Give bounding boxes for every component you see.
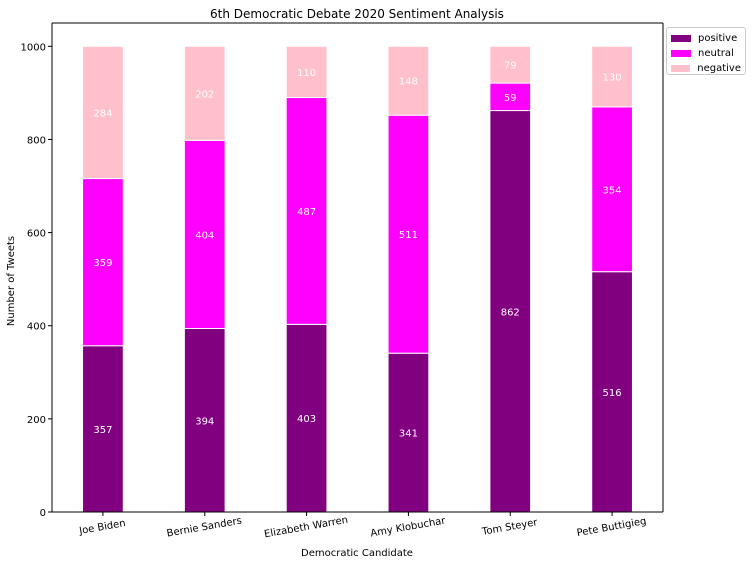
- data-label-negative-2: 110: [297, 68, 316, 79]
- bar-positive-1: [183, 328, 226, 513]
- legend-item-negative: negative: [671, 61, 741, 76]
- legend-swatch-neutral: [671, 50, 691, 57]
- data-label-negative-4: 79: [504, 61, 517, 72]
- x-tick-label-0: Joe Biden: [77, 518, 126, 537]
- plot-area: 357 359 284 394 404 202 403 487 110 341 511 148 862 5…: [21, 22, 664, 541]
- x-axis-label: Democratic Candidate: [301, 548, 413, 559]
- data-label-neutral-0: 359: [93, 258, 112, 269]
- chart-title: 6th Democratic Debate 2020 Sentiment Ana…: [210, 7, 504, 21]
- bar-negative-5: [591, 45, 633, 108]
- data-label-neutral-2: 487: [297, 207, 316, 218]
- legend: positive neutral negative: [666, 27, 746, 75]
- y-axis-label: Number of Tweets: [6, 236, 17, 326]
- bar-negative-2: [285, 45, 328, 99]
- bar-positive-0: [82, 345, 124, 513]
- legend-label-neutral: neutral: [698, 48, 734, 59]
- data-label-negative-3: 148: [399, 77, 418, 88]
- bar-neutral-2: [285, 97, 328, 325]
- data-label-negative-0: 284: [93, 108, 112, 119]
- bar-positive-3: [387, 352, 430, 513]
- bar-neutral-1: [183, 139, 226, 330]
- y-tick-label-800: 800: [27, 135, 46, 146]
- data-label-negative-1: 202: [195, 89, 214, 100]
- legend-swatch-negative: [671, 65, 691, 72]
- x-tick-label-5: Pete Buttigieg: [576, 516, 647, 539]
- y-tick-label-0: 0: [40, 508, 46, 519]
- data-label-positive-3: 341: [399, 429, 418, 440]
- y-tick-label-200: 200: [27, 415, 46, 426]
- data-label-negative-5: 130: [603, 73, 622, 84]
- data-label-positive-0: 357: [93, 425, 112, 436]
- data-label-neutral-3: 511: [399, 230, 418, 241]
- y-tick-label-400: 400: [27, 322, 46, 333]
- x-tick-label-4: Tom Steyer: [480, 517, 539, 538]
- x-tick-label-3: Amy Klobuchar: [370, 515, 448, 539]
- x-tick-label-2: Elizabeth Warren: [263, 515, 349, 541]
- bar-neutral-0: [82, 178, 124, 347]
- bar-positive-4: [489, 110, 532, 513]
- legend-item-neutral: neutral: [671, 46, 741, 61]
- bar-negative-1: [183, 45, 226, 141]
- data-label-positive-1: 394: [195, 416, 214, 427]
- data-label-positive-2: 403: [297, 414, 316, 425]
- x-tick-label-1: Bernie Sanders: [166, 516, 243, 540]
- bar-negative-0: [82, 45, 124, 180]
- bar-negative-3: [387, 45, 430, 116]
- data-label-positive-5: 516: [603, 388, 622, 399]
- bar-negative-4: [489, 45, 532, 84]
- legend-label-positive: positive: [698, 33, 738, 44]
- bar-neutral-3: [387, 114, 430, 354]
- legend-label-negative: negative: [697, 63, 741, 74]
- data-label-neutral-5: 354: [603, 185, 622, 196]
- bar-neutral-5: [591, 106, 633, 273]
- data-label-positive-4: 862: [501, 307, 520, 318]
- bar-positive-5: [591, 271, 633, 513]
- data-label-neutral-4: 59: [504, 93, 517, 104]
- y-tick-label-1000: 1000: [21, 42, 46, 53]
- y-tick-label-600: 600: [27, 229, 46, 240]
- legend-swatch-positive: [671, 35, 691, 42]
- data-label-neutral-1: 404: [195, 230, 214, 241]
- legend-item-positive: positive: [671, 31, 741, 46]
